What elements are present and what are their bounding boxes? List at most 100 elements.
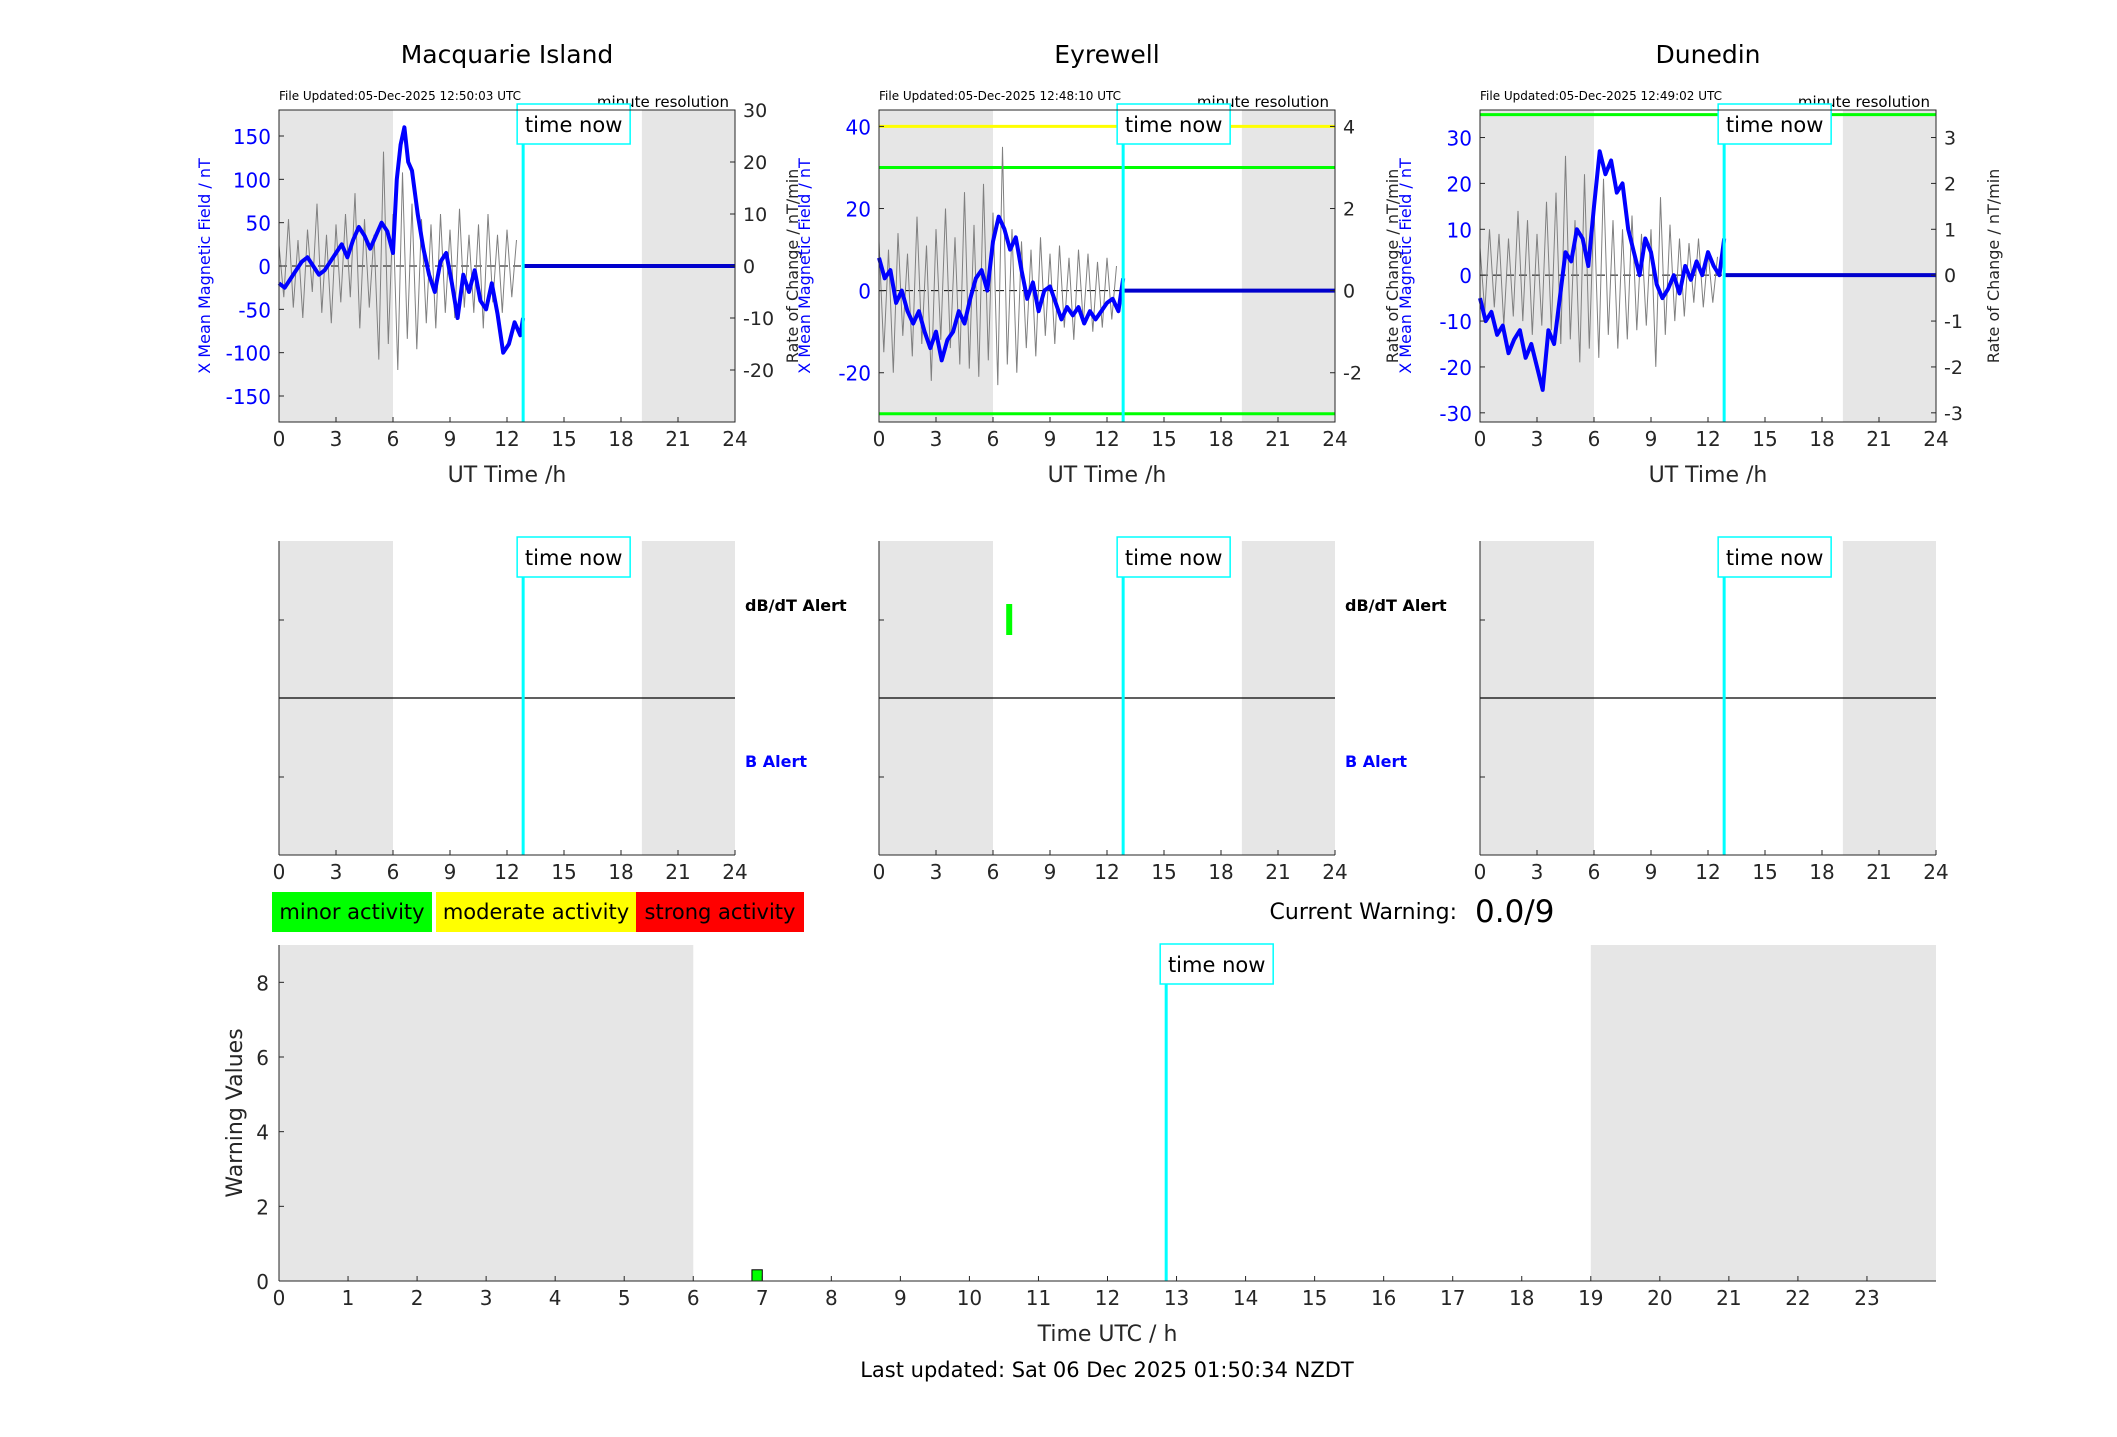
time-now-box	[1717, 103, 1832, 145]
y-tick-label: 150	[233, 125, 271, 149]
y-tick-label: 40	[846, 115, 871, 139]
x-tick-label: 12	[494, 860, 519, 884]
x-field-series	[877, 214, 1126, 363]
x-tick-label: 9	[894, 1286, 907, 1310]
x-tick-label: 12	[1695, 427, 1720, 451]
station-plot-eyrewell: Eyrewell File Updated:05-Dec-2025 12:48:1…	[795, 40, 1402, 488]
rate-of-change-series	[1479, 155, 1718, 367]
x-tick-label: 21	[665, 860, 690, 884]
y-axis-label: X Mean Magnetic Field / nT	[195, 158, 214, 374]
y-tick-label: -10	[1439, 310, 1472, 334]
x-tick-label: 21	[1716, 1286, 1741, 1310]
time-now-box	[1159, 943, 1274, 985]
alert-plot-eyrewell: time now 0 3 6 9 12 15 18 21 24 dB/dT Alert B Alert	[873, 536, 1447, 884]
legend-moderate-label: moderate activity	[443, 900, 629, 924]
legend-strong-label: strong activity	[645, 900, 796, 924]
y-axis-label: X Mean Magnetic Field / nT	[1396, 158, 1415, 374]
y2-tick-label: 0	[1944, 265, 1956, 287]
x-tick-label: 4	[549, 1286, 562, 1310]
y-tick-label: -50	[238, 298, 271, 322]
x-tick-label: 18	[1208, 427, 1233, 451]
dbdt-alert-label: dB/dT Alert	[745, 596, 847, 615]
x-tick-label: 24	[722, 427, 747, 451]
x-tick-label: 0	[1474, 860, 1487, 884]
x-tick-label: 1	[342, 1286, 355, 1310]
y2-tick-label: -2	[1343, 363, 1362, 385]
y2-tick-label: 4	[1343, 116, 1355, 138]
x-tick-label: 5	[618, 1286, 631, 1310]
time-now-label: time now	[525, 113, 622, 137]
x-tick-label: 24	[1923, 427, 1948, 451]
y2-tick-label: -20	[743, 360, 774, 382]
y-tick-label: -20	[838, 362, 871, 386]
x-tick-label: 0	[873, 860, 886, 884]
x-tick-label: 9	[1645, 427, 1658, 451]
x-field-series	[1478, 149, 1727, 392]
y-tick-label: 10	[1447, 218, 1472, 242]
y-tick-label: 20	[846, 198, 871, 222]
x-tick-label: 6	[387, 427, 400, 451]
x-axis-label: UT Time /h	[1048, 463, 1167, 488]
x-tick-label: 2	[411, 1286, 424, 1310]
x-tick-label: 3	[930, 427, 943, 451]
y-tick-label: 8	[256, 971, 269, 995]
y2-tick-label: 3	[1944, 128, 1956, 150]
x-tick-label: 3	[480, 1286, 493, 1310]
x-axis-label: UT Time /h	[448, 463, 567, 488]
time-now-label: time now	[1726, 546, 1823, 570]
y-axis-label: X Mean Magnetic Field / nT	[795, 158, 814, 374]
x-tick-label: 9	[444, 427, 457, 451]
x-tick-label: 3	[330, 427, 343, 451]
y2-tick-label: 10	[743, 204, 767, 226]
x-tick-label: 0	[273, 427, 286, 451]
x-tick-label: 15	[1151, 860, 1176, 884]
alert-plot-macquarie-island: time now 0 3 6 9 12 15 18 21 24 dB/dT Alert B Alert	[273, 536, 847, 884]
x-tick-label: 9	[444, 860, 457, 884]
y-tick-label: 20	[1447, 172, 1472, 196]
x-tick-label: 9	[1044, 860, 1057, 884]
y2-axis-label: Rate of Change / nT/min	[783, 169, 802, 364]
x-tick-label: 21	[1265, 860, 1290, 884]
y2-tick-label: 2	[1343, 199, 1355, 221]
x-tick-label: 21	[1866, 427, 1891, 451]
time-now-label: time now	[1726, 113, 1823, 137]
x-tick-label: 17	[1440, 1286, 1465, 1310]
x-tick-label: 18	[1509, 1286, 1534, 1310]
y2-tick-label: 0	[1343, 281, 1355, 303]
legend-moderate-swatch	[436, 892, 636, 932]
x-tick-label: 12	[1094, 860, 1119, 884]
y-tick-label: 50	[246, 212, 271, 236]
x-tick-label: 21	[665, 427, 690, 451]
x-tick-label: 18	[608, 427, 633, 451]
x-axis-label: UT Time /h	[1649, 463, 1768, 488]
x-tick-label: 20	[1647, 1286, 1672, 1310]
x-tick-label: 12	[494, 427, 519, 451]
y2-tick-label: -1	[1944, 311, 1963, 333]
station-title: Eyrewell	[1054, 40, 1159, 69]
y2-tick-label: -2	[1944, 357, 1963, 379]
time-now-label: time now	[1125, 546, 1222, 570]
x-tick-label: 9	[1044, 427, 1057, 451]
time-now-label: time now	[525, 546, 622, 570]
x-tick-label: 15	[1302, 1286, 1327, 1310]
x-tick-label: 22	[1785, 1286, 1810, 1310]
y-tick-label: 4	[256, 1121, 269, 1145]
current-warning-value: 0.0/9	[1475, 894, 1554, 930]
alert-plot-dunedin: time now 0 3 6 9 12 15 18 21 24	[1474, 536, 1949, 884]
y-tick-label: -150	[226, 385, 271, 409]
x-tick-label: 6	[1588, 860, 1601, 884]
x-tick-label: 15	[551, 427, 576, 451]
x-axis-label: Time UTC / h	[1037, 1322, 1178, 1347]
legend-minor-swatch	[272, 892, 432, 932]
night-shade	[1590, 945, 1936, 1281]
y-tick-label: 0	[256, 1270, 269, 1294]
x-tick-label: 6	[1588, 427, 1601, 451]
y2-tick-label: -10	[743, 308, 774, 330]
x-tick-label: 12	[1095, 1286, 1120, 1310]
x-tick-label: 3	[930, 860, 943, 884]
time-now-box	[1717, 536, 1832, 578]
x-tick-label: 0	[1474, 427, 1487, 451]
x-tick-label: 10	[957, 1286, 982, 1310]
x-tick-label: 12	[1695, 860, 1720, 884]
file-updated-text: File Updated:05-Dec-2025 12:50:03 UTC	[279, 89, 521, 103]
